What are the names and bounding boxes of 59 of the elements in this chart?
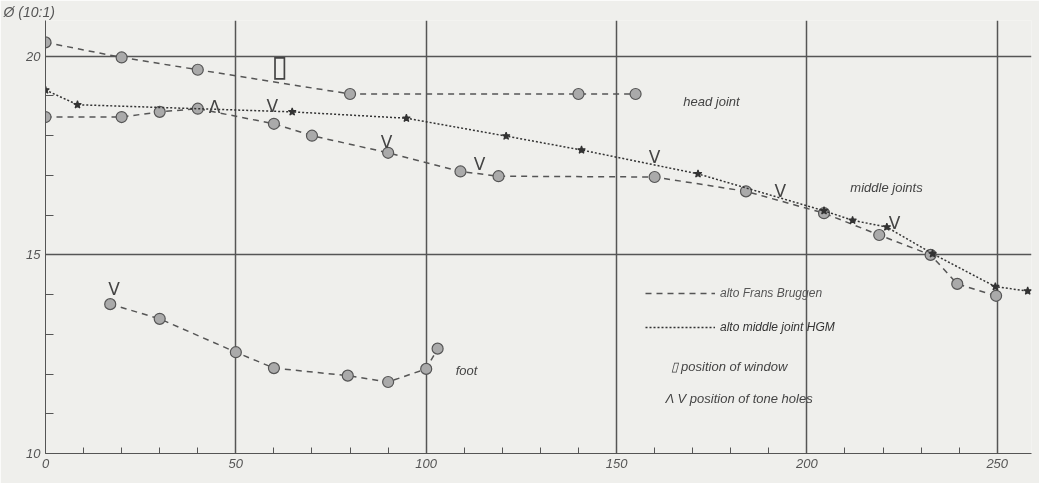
y-tick-label: 10	[26, 446, 42, 461]
annotation: ▯	[271, 47, 288, 83]
point	[454, 165, 467, 178]
point	[501, 131, 511, 140]
x-tick-label: 200	[795, 455, 819, 471]
point	[287, 107, 297, 116]
point	[928, 249, 937, 258]
point	[153, 105, 166, 118]
point	[115, 110, 128, 124]
point	[343, 87, 357, 101]
point	[115, 51, 128, 64]
point	[848, 215, 857, 225]
point	[739, 185, 753, 198]
point	[951, 277, 964, 290]
annotation: middle joints	[850, 179, 924, 195]
x-tick-label: 250	[985, 455, 1009, 471]
point	[492, 170, 505, 183]
point	[873, 228, 886, 242]
point	[267, 362, 281, 375]
point	[153, 312, 166, 325]
point	[305, 129, 319, 142]
x-tick-label: 0	[41, 455, 50, 471]
annotation: foot	[455, 362, 479, 378]
y-axis-title: Ø (10:1)	[2, 3, 55, 20]
point	[267, 117, 281, 130]
annotation: V	[108, 278, 121, 299]
point	[572, 87, 585, 101]
point	[420, 362, 433, 375]
point	[629, 87, 642, 101]
annotation: V	[648, 147, 661, 168]
point	[73, 100, 82, 109]
point	[104, 298, 117, 311]
annotation: V	[888, 212, 901, 233]
annotation: V	[473, 153, 486, 174]
point	[577, 145, 586, 154]
point	[1023, 286, 1032, 295]
point	[431, 342, 444, 355]
annotation: head joint	[683, 93, 742, 109]
annotation: V	[774, 180, 787, 201]
point	[191, 102, 204, 115]
point	[990, 282, 1000, 291]
point	[191, 63, 204, 76]
point	[693, 169, 703, 178]
point	[401, 113, 411, 123]
x-tick-label: 100	[415, 455, 438, 471]
point	[341, 369, 354, 382]
annotation: V	[266, 95, 279, 116]
y-tick-label: 20	[25, 48, 42, 64]
y-tick-label: 15	[26, 247, 42, 263]
x-tick-label: 150	[605, 455, 629, 471]
text: alto middle joint HGM	[720, 320, 835, 334]
point	[819, 206, 829, 215]
x-tick-label: 50	[228, 455, 244, 471]
point	[990, 289, 1003, 302]
annotation: V	[380, 131, 393, 152]
annotation: ▯ position of window	[670, 358, 789, 374]
point	[229, 346, 242, 359]
point	[382, 375, 395, 389]
point	[648, 170, 661, 184]
